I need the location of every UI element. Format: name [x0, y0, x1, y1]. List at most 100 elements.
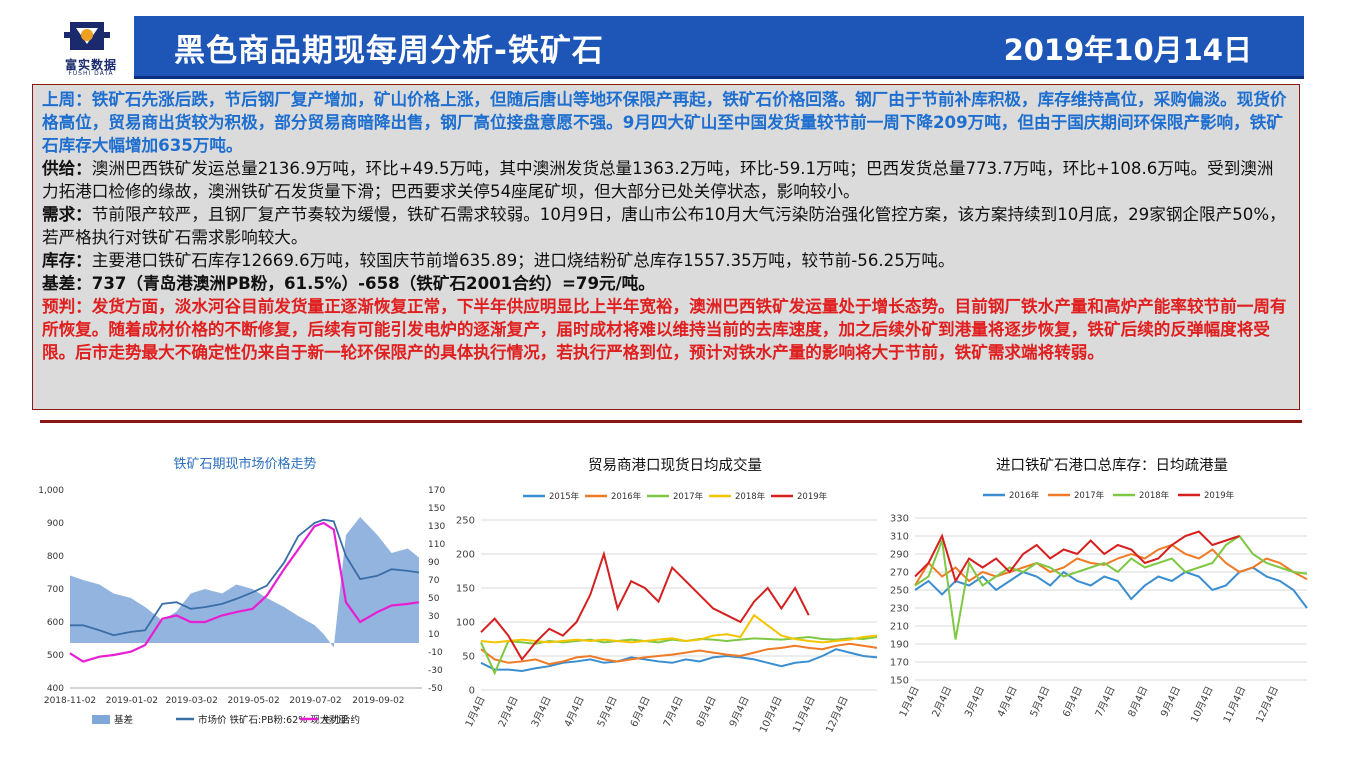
supply-text: 澳洲巴西铁矿发运总量2136.9万吨，环比+49.5万吨，其中澳洲发货总量136… [42, 159, 1274, 201]
y-right-tick-label: 10 [428, 630, 440, 640]
y-tick-label: 250 [456, 516, 475, 527]
y-left-tick-label: 500 [47, 651, 64, 661]
last-week-summary: 上周：铁矿石先涨后跌，节后钢厂复产增加，矿山价格上涨，但随后唐山等地环保限产再起… [42, 90, 1287, 155]
y-tick-label: 230 [890, 604, 909, 615]
y-tick-label: 250 [890, 586, 909, 597]
x-tick-label: 2月4日 [930, 684, 955, 719]
x-tick-label: 12月4日 [1254, 684, 1281, 725]
legend-label: 市场价 铁矿石:PB粉:62% 现大利亚 [198, 714, 349, 726]
page-title: 黑色商品期现每周分析-铁矿石 [174, 33, 604, 69]
x-tick-label: 3月4日 [529, 694, 554, 729]
x-tick-label: 4月4日 [562, 694, 587, 729]
legend-label: 2016年 [611, 491, 642, 502]
x-tick-label: 8月4日 [1126, 684, 1151, 719]
x-tick-label: 3月4日 [962, 684, 987, 719]
x-tick-label: 9月4日 [727, 694, 752, 729]
series-line-futures [69, 521, 420, 663]
x-tick-label: 1月4日 [897, 684, 922, 719]
logo-name: 富实数据 [64, 58, 117, 72]
y-left-tick-label: 1,000 [38, 486, 64, 496]
x-tick-label: 4月4日 [995, 684, 1020, 719]
y-right-tick-label: 30 [428, 612, 440, 622]
inventory-text: 主要港口铁矿石库存12669.6万吨，较国庆节前增635.89；进口烧结粉矿总库… [91, 251, 955, 270]
x-tick-label: 6月4日 [1060, 684, 1085, 719]
x-tick-label: 2019-09-02 [352, 696, 404, 706]
legend-label: 2016年 [1009, 490, 1040, 501]
demand-text: 节前限产较严，且钢厂复产节奏较为缓慢，铁矿石需求较弱。10月9日，唐山市公布10… [42, 205, 1286, 247]
x-tick-label: 2019-05-02 [227, 696, 279, 706]
report-date: 2019年10月14日 [1003, 33, 1252, 67]
legend-label: 基差 [114, 714, 133, 726]
series-line-2019年 [480, 550, 810, 662]
y-right-tick-label: 130 [428, 522, 445, 532]
title-banner: 黑色商品期现每周分析-铁矿石 2019年10月14日 [134, 16, 1304, 79]
y-tick-label: 310 [890, 532, 909, 543]
legend-label: 2017年 [673, 491, 704, 502]
x-tick-label: 2019-03-02 [166, 696, 218, 706]
y-left-tick-label: 900 [47, 519, 64, 529]
series-line-2015年 [480, 648, 878, 672]
demand-paragraph: 需求：节前限产较严，且钢厂复产节奏较为缓慢，铁矿石需求较弱。10月9日，唐山市公… [42, 203, 1289, 249]
x-tick-label: 5月4日 [1028, 684, 1053, 719]
y-right-tick-label: -50 [428, 684, 443, 694]
series-line-2016年 [480, 642, 878, 666]
basis-paragraph: 基差：737（青岛港澳洲PB粉，61.5%）-658（铁矿石2001合约）=79… [42, 272, 1289, 295]
trader-volume-chart: 贸易商港口现货日均成交量 0 50 100 150 200 250 1月4日 2月4日 3月4日… [456, 456, 878, 735]
y-right-tick-label: 150 [428, 504, 445, 514]
weekly-analysis-box: 上周：铁矿石先涨后跌，节后钢厂复产增加，矿山价格上涨，但随后唐山等地环保限产再起… [32, 84, 1300, 410]
series-line-2017年 [914, 543, 1308, 587]
x-tick-label: 10月4日 [757, 694, 784, 735]
chart-title: 进口铁矿石港口总库存：日均疏港量 [996, 457, 1228, 474]
y-right-tick-label: -10 [428, 648, 443, 658]
chart-title: 铁矿石期现市场价格走势 [173, 456, 316, 472]
x-tick-label: 6月4日 [628, 694, 653, 729]
x-tick-label: 10月4日 [1188, 684, 1215, 725]
price-trend-chart: 铁矿石期现市场价格走势 400 500 600 700 800 900 1,000 -50 -3… [38, 456, 445, 726]
legend-label: 2018年 [735, 491, 766, 502]
y-tick-label: 150 [456, 584, 475, 595]
supply-label: 供给： [42, 159, 92, 178]
section-divider [40, 420, 1302, 423]
legend-label: 主力合约 [322, 714, 360, 726]
legend-label: 2019年 [797, 491, 828, 502]
y-tick-label: 150 [890, 676, 909, 687]
x-tick-label: 11月4日 [1221, 684, 1248, 725]
inventory-paragraph: 库存：主要港口铁矿石库存12669.6万吨，较国庆节前增635.89；进口烧结粉… [42, 249, 1289, 272]
company-logo: 富实数据 FUSHI DATA [52, 18, 130, 77]
y-tick-label: 50 [462, 652, 475, 663]
y-tick-label: 0 [469, 686, 475, 697]
y-right-tick-label: 70 [428, 576, 440, 586]
x-tick-label: 11月4日 [790, 694, 817, 735]
chart-title: 贸易商港口现货日均成交量 [588, 456, 762, 474]
y-left-tick-label: 400 [47, 684, 64, 694]
y-right-tick-label: 170 [428, 486, 445, 496]
demand-label: 需求： [42, 205, 92, 224]
legend-swatch [92, 715, 110, 724]
y-left-tick-label: 700 [47, 585, 64, 595]
y-tick-label: 170 [890, 658, 909, 669]
x-tick-label: 2月4日 [496, 694, 521, 729]
x-tick-label: 2019-01-02 [106, 696, 158, 706]
x-tick-label: 9月4日 [1158, 684, 1183, 719]
legend-label: 2018年 [1139, 490, 1170, 501]
y-left-tick-label: 800 [47, 552, 64, 562]
y-tick-label: 200 [456, 550, 475, 561]
series-line-2018年 [914, 534, 1308, 640]
series-line-2018年 [480, 613, 878, 644]
series-line-2016年 [914, 566, 1308, 609]
inventory-label: 库存： [42, 251, 92, 270]
basis-label: 基差： [42, 274, 92, 293]
y-tick-label: 270 [890, 568, 909, 579]
legend-label: 2017年 [1074, 490, 1105, 501]
port-inventory-chart: 进口铁矿石港口总库存：日均疏港量 150 170 190 210 230 250 270 29… [890, 457, 1308, 725]
x-tick-label: 7月4日 [1093, 684, 1118, 719]
y-right-tick-label: 90 [428, 558, 440, 568]
legend-label: 2019年 [1204, 490, 1235, 501]
x-tick-label: 2019-07-02 [289, 696, 341, 706]
supply-paragraph: 供给：澳洲巴西铁矿发运总量2136.9万吨，环比+49.5万吨，其中澳洲发货总量… [42, 157, 1289, 203]
y-left-tick-label: 600 [47, 618, 64, 628]
y-tick-label: 210 [890, 622, 909, 633]
y-tick-label: 100 [456, 618, 475, 629]
logo-subtitle: FUSHI DATA [68, 70, 114, 77]
y-tick-label: 190 [890, 640, 909, 651]
